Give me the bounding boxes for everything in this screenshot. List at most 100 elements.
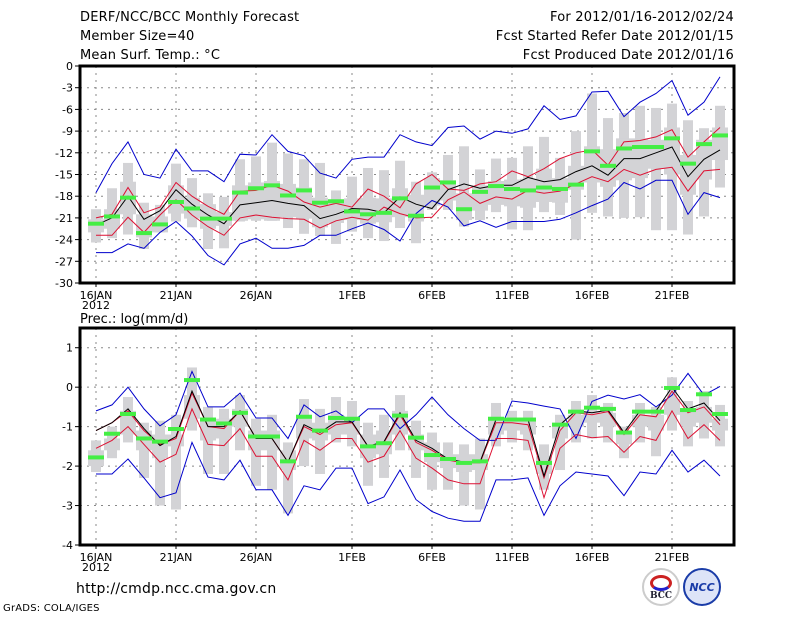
temp-upper-line <box>95 127 721 219</box>
temp-ytick-label: -3 <box>62 82 73 95</box>
prec-xtick-label: 26JAN <box>240 551 273 564</box>
temp-min-line <box>96 179 721 266</box>
prec-iqr-box <box>104 438 120 451</box>
temp-observed-mark <box>664 136 680 141</box>
prec-iqr-box <box>632 414 648 427</box>
prec-whisker-bar <box>555 414 565 471</box>
temp-iqr-box <box>104 209 120 229</box>
variable-label-prec: Prec.: log(mm/d) <box>80 312 188 327</box>
prec-whisker-bar <box>267 414 277 490</box>
temp-observed-mark <box>88 221 104 226</box>
temp-observed-mark <box>248 186 264 191</box>
prec-iqr-box <box>200 418 216 441</box>
prec-observed-mark <box>168 427 184 432</box>
member-size: Member Size=40 <box>80 29 195 44</box>
prec-observed-mark <box>328 415 344 420</box>
chart-title: DERF/NCC/BCC Monthly Forecast <box>80 10 300 25</box>
temp-ytick-label: -24 <box>55 234 73 247</box>
temp-observed-mark <box>216 216 232 221</box>
prec-observed-mark <box>712 412 728 417</box>
temp-iqr-box <box>328 201 344 223</box>
bcc-swirl-icon <box>650 575 672 591</box>
temp-observed-mark <box>696 142 712 147</box>
prec-observed-mark <box>232 410 248 415</box>
temp-observed-mark <box>376 210 392 215</box>
temp-ytick-label: -12 <box>55 147 73 160</box>
temp-iqr-box <box>280 183 296 218</box>
temp-ytick-label: 0 <box>66 60 73 73</box>
temp-iqr-box <box>648 139 664 169</box>
prec-observed-mark <box>648 409 664 414</box>
temp-iqr-box <box>536 168 552 202</box>
temp-xtick-label: 16JAN <box>80 289 113 302</box>
prec-whisker-bar <box>251 418 261 486</box>
prec-xtick-label: 16FEB <box>575 551 610 564</box>
prec-whisker-bar <box>155 420 165 506</box>
temp-whisker-bar <box>459 146 469 227</box>
prec-observed-mark <box>440 456 456 461</box>
prec-iqr-box <box>680 410 696 427</box>
temp-ytick-label: -18 <box>55 190 73 203</box>
temp-iqr-box <box>344 198 360 221</box>
prec-min-line <box>96 441 721 522</box>
variable-label-temp: Mean Surf. Temp.: °C <box>80 48 221 63</box>
temp-iqr-box <box>680 154 696 195</box>
prec-whisker-bar <box>459 444 469 506</box>
prec-iqr-box <box>424 442 440 463</box>
prec-observed-mark <box>392 413 408 418</box>
prec-observed-mark <box>360 444 376 449</box>
temp-observed-mark <box>200 216 216 221</box>
temp-observed-mark <box>456 207 472 212</box>
prec-ytick-label: -2 <box>62 460 73 473</box>
temp-iqr-box <box>424 178 440 206</box>
fcst-produced-date: Fcst Produced Date 2012/01/16 <box>522 48 734 63</box>
temp-observed-mark <box>232 190 248 195</box>
temp-ytick-label: -30 <box>55 277 73 290</box>
temp-observed-mark <box>312 200 328 205</box>
prec-mean-line <box>95 386 721 478</box>
temp-ytick-label: -21 <box>55 212 73 225</box>
prec-ytick-label: 1 <box>66 342 73 355</box>
temp-iqr-box <box>88 219 104 233</box>
prec-observed-mark <box>264 434 280 439</box>
prec-observed-mark <box>136 436 152 441</box>
prec-whisker-bar <box>315 408 325 474</box>
prec-ytick-label: 0 <box>66 381 73 394</box>
temp-observed-mark <box>360 212 376 217</box>
prec-whisker-bar <box>651 406 661 457</box>
temp-ytick-label: -9 <box>62 125 73 138</box>
prec-max-line <box>95 370 721 441</box>
prec-observed-mark <box>104 431 120 436</box>
temp-iqr-box <box>296 187 312 219</box>
prec-observed-mark <box>120 412 136 417</box>
temp-iqr-box <box>248 182 264 220</box>
temp-observed-mark <box>136 231 152 236</box>
prec-ytick-label: -4 <box>62 539 73 552</box>
temp-xtick-label: 1FEB <box>338 289 366 302</box>
temp-xtick-label: 2012 <box>82 299 110 312</box>
temp-iqr-box <box>584 146 600 183</box>
prec-iqr-box <box>120 410 136 435</box>
prec-xtick-label: 16JAN <box>80 551 113 564</box>
prec-observed-mark <box>568 409 584 414</box>
temp-observed-mark <box>632 145 648 150</box>
temp-iqr-box <box>456 193 472 221</box>
temp-observed-mark <box>296 188 312 193</box>
temp-observed-mark <box>408 213 424 218</box>
prec-observed-mark <box>424 453 440 458</box>
prec-xtick-label: 2012 <box>82 561 110 574</box>
prec-observed-mark <box>184 378 200 383</box>
temp-observed-mark <box>264 183 280 188</box>
prec-ytick-label: -3 <box>62 500 73 513</box>
temp-xtick-label: 26JAN <box>240 289 273 302</box>
temp-observed-mark <box>280 193 296 198</box>
temp-iqr-box <box>200 204 216 229</box>
temp-observed-mark <box>536 185 552 190</box>
temp-observed-mark <box>472 189 488 194</box>
source-url[interactable]: http://cmdp.ncc.cma.gov.cn <box>76 581 277 597</box>
temp-observed-mark <box>184 206 200 211</box>
temp-xtick-label: 16FEB <box>575 289 610 302</box>
prec-observed-mark <box>504 417 520 422</box>
temp-iqr-box <box>472 185 488 211</box>
temp-observed-mark <box>168 199 184 204</box>
